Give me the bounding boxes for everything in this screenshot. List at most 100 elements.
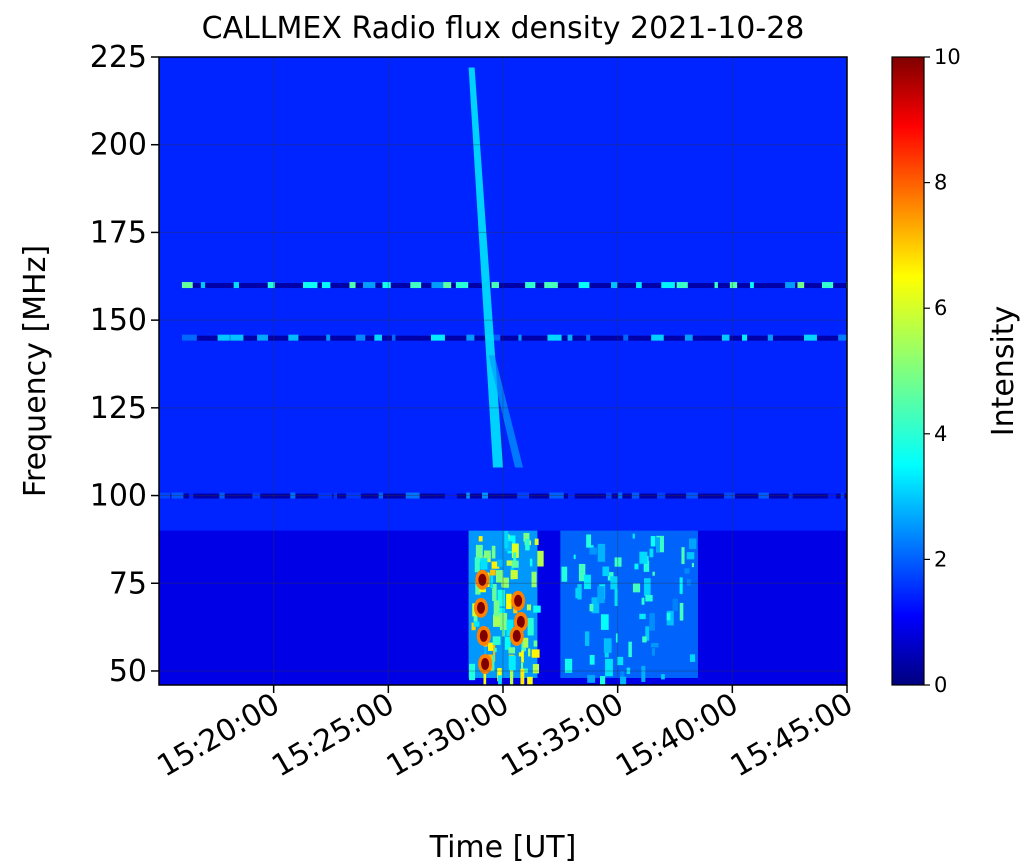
band-blip xyxy=(200,282,206,289)
band-blip xyxy=(290,492,296,499)
colorbar xyxy=(891,56,925,686)
band-blip xyxy=(568,492,575,499)
band-blip xyxy=(230,334,244,341)
emission-cell xyxy=(634,563,639,570)
emission-cell xyxy=(527,617,534,636)
emission-cell xyxy=(508,655,516,671)
band-blip xyxy=(189,492,194,499)
emission-cell xyxy=(628,641,632,658)
emission-cell xyxy=(688,538,697,549)
y-axis: 50 75 100 125 150 175 200 225 xyxy=(90,40,159,689)
band-blip xyxy=(611,282,618,289)
band-blip xyxy=(181,282,193,289)
emission-cell xyxy=(684,568,690,574)
band-blip xyxy=(444,492,457,499)
emission-cell xyxy=(510,570,518,580)
emission-cell xyxy=(474,557,480,573)
band-blip xyxy=(631,492,640,499)
emission-cell xyxy=(506,593,512,610)
emission-cell xyxy=(523,532,530,542)
emission-cell xyxy=(531,649,540,658)
band-blip xyxy=(840,492,845,499)
band-blip xyxy=(321,282,331,289)
x-tick-label: 15:45:00 xyxy=(725,687,859,785)
x-tick-label: 15:25:00 xyxy=(266,687,400,785)
emission-cell xyxy=(526,604,532,611)
band-blip xyxy=(742,334,748,341)
emission-cell xyxy=(513,607,518,614)
emission-cell xyxy=(681,547,685,565)
band-blip xyxy=(443,282,452,289)
band-blip xyxy=(651,334,664,341)
band-blip xyxy=(578,282,590,289)
emission-cell xyxy=(537,550,544,567)
peak-core xyxy=(478,573,487,586)
band-blip xyxy=(378,492,384,499)
y-tick-label: 150 xyxy=(90,303,147,338)
emission-cell xyxy=(518,652,522,657)
emission-cell xyxy=(591,597,600,614)
emission-cell xyxy=(643,560,650,572)
band-blip xyxy=(455,282,469,289)
emission-cell xyxy=(614,588,619,607)
band-blip xyxy=(623,334,629,341)
emission-cell xyxy=(583,574,591,590)
band-blip xyxy=(333,492,338,499)
emission-cell xyxy=(483,550,491,559)
emission-cell xyxy=(578,563,586,582)
band-blip xyxy=(217,334,230,341)
band-blip xyxy=(547,334,562,341)
emission-cell xyxy=(610,576,618,590)
emission-cell xyxy=(473,621,480,627)
band-blip xyxy=(567,334,573,341)
emission-cell xyxy=(632,583,641,593)
colorbar-tick-label: 8 xyxy=(934,171,947,195)
band-blip xyxy=(257,334,268,341)
emission-cell xyxy=(626,667,631,674)
band-blip xyxy=(729,282,738,289)
emission-cell xyxy=(523,637,529,648)
band-blip xyxy=(159,492,171,499)
emission-cell xyxy=(525,538,530,551)
band-line xyxy=(181,335,847,341)
emission-cell xyxy=(686,579,691,586)
band-blip xyxy=(661,282,675,289)
emission-cell xyxy=(490,575,494,589)
band-blip xyxy=(382,282,391,289)
emission-cell xyxy=(605,658,613,677)
band-blip xyxy=(219,492,225,499)
emission-cell xyxy=(599,676,606,685)
band-blip xyxy=(491,282,499,289)
emission-cell xyxy=(616,656,624,666)
colorbar-tick-label: 2 xyxy=(934,547,947,571)
emission-cell xyxy=(471,622,476,631)
emission-cell xyxy=(531,571,537,588)
band-blip xyxy=(549,492,564,499)
emission-cell xyxy=(641,597,645,605)
emission-cell xyxy=(642,636,647,643)
x-tick-label: 15:30:00 xyxy=(381,687,515,785)
band-blip xyxy=(544,282,558,289)
emission-cell xyxy=(504,531,509,549)
emission-cell xyxy=(520,668,525,685)
emission-cell xyxy=(584,631,590,646)
emission-cell xyxy=(528,648,531,657)
emission-cell xyxy=(493,614,500,627)
band-line xyxy=(181,283,847,289)
band-blip xyxy=(362,282,376,289)
band-blip xyxy=(482,492,488,499)
emission-cell xyxy=(502,628,511,637)
emission-cell xyxy=(645,594,653,602)
emission-cell xyxy=(491,545,496,559)
emission-cell xyxy=(651,648,655,656)
emission-cell xyxy=(493,600,500,617)
y-tick-label: 50 xyxy=(109,654,147,689)
emission-cell xyxy=(497,589,505,607)
emission-cell xyxy=(495,570,504,583)
emission-cell xyxy=(475,544,483,562)
y-tick-label: 225 xyxy=(90,40,147,75)
band-blip xyxy=(618,492,623,499)
peak-core xyxy=(479,629,488,642)
emission-cell xyxy=(656,535,664,553)
band-blip xyxy=(797,282,805,289)
